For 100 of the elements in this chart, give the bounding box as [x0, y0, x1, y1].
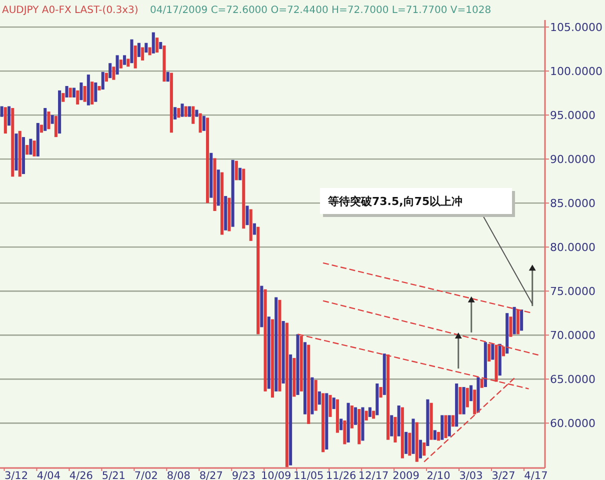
- bar: [466, 388, 469, 408]
- bar: [220, 172, 224, 235]
- bar: [155, 38, 159, 53]
- bar: [252, 223, 256, 235]
- bar: [390, 415, 394, 436]
- bar: [0, 106, 4, 117]
- bar: [14, 134, 18, 171]
- bar: [350, 406, 354, 428]
- bar: [188, 106, 192, 117]
- bar: [213, 158, 216, 211]
- bar: [394, 416, 397, 442]
- bar: [50, 115, 54, 124]
- bar: [112, 66, 116, 80]
- bar: [397, 406, 400, 436]
- bar: [274, 297, 278, 392]
- bar: [368, 407, 372, 417]
- x-tick-label: 3/27: [492, 470, 516, 480]
- chart-subtitle: 04/17/2009 C=72.6000 O=72.4400 H=72.7000 L=71.7700 V=1028: [150, 5, 492, 16]
- bar: [22, 137, 25, 174]
- bar: [192, 106, 195, 124]
- bar: [174, 107, 177, 120]
- bar: [206, 118, 210, 204]
- bar: [98, 86, 101, 90]
- bar: [198, 113, 202, 133]
- bar: [216, 170, 220, 206]
- y-tick-label: 80.0000: [550, 241, 596, 254]
- x-tick-label: 4/26: [69, 470, 94, 480]
- bar: [58, 90, 62, 134]
- x-tick-label: 3/12: [4, 470, 28, 480]
- bar: [512, 306, 516, 334]
- bar: [210, 152, 213, 198]
- bar: [104, 72, 108, 82]
- bar: [267, 316, 270, 389]
- bar: [372, 410, 376, 419]
- bar: [260, 286, 264, 328]
- bar: [462, 387, 466, 414]
- x-tick-label: 8/08: [166, 470, 190, 480]
- bar: [126, 58, 130, 67]
- bar: [437, 432, 440, 441]
- bar: [148, 47, 152, 56]
- bar: [202, 116, 206, 131]
- x-tick-label: 9/23: [232, 470, 256, 480]
- bar: [180, 104, 184, 117]
- bar: [256, 226, 260, 334]
- bar: [307, 344, 310, 424]
- x-tick-label: 8/27: [199, 470, 223, 480]
- bar: [54, 116, 58, 138]
- bar: [328, 394, 332, 417]
- bar: [415, 422, 418, 462]
- bar: [358, 409, 361, 444]
- bar: [170, 72, 173, 133]
- annotation: 等待突破73.5,向75以上冲: [327, 195, 463, 208]
- bar: [134, 46, 137, 68]
- x-tick-label: 5/21: [102, 470, 126, 480]
- bar: [361, 407, 364, 441]
- bar: [412, 418, 415, 454]
- bar: [400, 407, 404, 458]
- bar: [382, 354, 386, 395]
- bar: [376, 384, 379, 416]
- y-tick-label: 60.0000: [550, 417, 596, 430]
- bar: [426, 399, 430, 446]
- bar: [458, 387, 462, 414]
- y-tick-label: 70.0000: [550, 329, 596, 342]
- bar: [292, 358, 296, 397]
- bar: [8, 106, 11, 126]
- bar: [364, 410, 368, 420]
- bar: [422, 442, 426, 456]
- bar: [162, 46, 166, 82]
- y-tick-label: 100.0000: [550, 65, 602, 78]
- x-tick-label: 10/09: [260, 470, 292, 480]
- bar: [26, 144, 29, 155]
- bar: [123, 55, 126, 65]
- bar: [296, 334, 300, 395]
- bar: [285, 322, 288, 468]
- bar: [491, 344, 494, 360]
- bar: [404, 432, 408, 454]
- bar: [152, 32, 155, 54]
- bar: [440, 415, 444, 440]
- bar: [433, 430, 436, 440]
- bar: [11, 108, 14, 177]
- x-tick-label: 11/05: [293, 470, 324, 480]
- bar: [90, 82, 94, 104]
- bar: [18, 130, 22, 177]
- bar: [430, 402, 433, 440]
- bar: [4, 107, 7, 134]
- bar: [346, 402, 350, 442]
- bar: [141, 47, 144, 60]
- bar: [76, 90, 80, 104]
- bar: [509, 316, 512, 337]
- bar: [289, 354, 292, 466]
- x-tick-label: 2/10: [426, 470, 450, 480]
- bar: [418, 440, 422, 458]
- bar: [310, 377, 314, 414]
- x-tick-label: 11/26: [326, 470, 357, 480]
- bar: [228, 198, 231, 232]
- bar: [354, 407, 358, 425]
- bar: [314, 380, 318, 411]
- bar: [224, 196, 228, 230]
- bar: [40, 124, 44, 133]
- bar: [144, 42, 148, 53]
